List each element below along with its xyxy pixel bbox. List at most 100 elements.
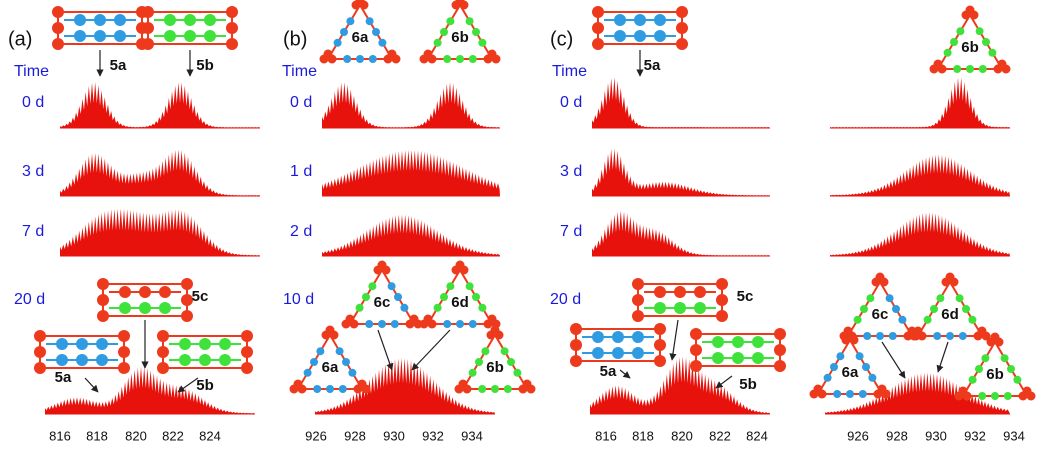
dot [888, 332, 897, 340]
cap [118, 330, 130, 342]
dot [465, 282, 474, 291]
x-tick-label: 822 [162, 428, 184, 443]
dot [930, 305, 938, 313]
dot [472, 293, 480, 301]
dot [1007, 365, 1015, 373]
ring [96, 338, 108, 350]
dot [394, 293, 402, 301]
ring [654, 14, 666, 26]
cap [52, 38, 64, 50]
cap [423, 314, 433, 324]
dot [456, 320, 464, 328]
ring [694, 286, 706, 298]
spectrum [60, 208, 260, 256]
ring [634, 30, 646, 42]
cap [52, 6, 64, 18]
molecule-label: 6c [374, 294, 391, 311]
cap [118, 346, 130, 358]
molecule-triangle [289, 325, 371, 394]
dot [823, 373, 832, 382]
molecule-dimer [34, 330, 130, 374]
molecule-dimer [592, 6, 688, 50]
ring [119, 286, 131, 298]
cap [654, 339, 666, 351]
ring [74, 14, 86, 26]
dot [368, 282, 377, 291]
dot [933, 332, 942, 340]
ring [732, 336, 744, 348]
cap [690, 328, 702, 340]
dot [876, 332, 884, 340]
cap [716, 278, 728, 290]
molecule-label: 5b [739, 376, 757, 393]
ring [94, 14, 106, 26]
cap [226, 6, 238, 18]
molecule-triangle [419, 0, 501, 64]
molecule-dimer [570, 323, 666, 367]
cap [716, 310, 728, 322]
dot [342, 358, 350, 366]
cap [945, 272, 955, 282]
molecule-label: 5a [55, 369, 72, 386]
cap [774, 360, 786, 372]
cap [632, 310, 644, 322]
dot [953, 65, 962, 73]
dot [936, 294, 945, 303]
dot [340, 28, 348, 36]
cap [716, 294, 728, 306]
spectrum [45, 366, 255, 414]
dot [981, 354, 990, 363]
ring [76, 338, 88, 350]
dot [372, 28, 380, 36]
time-label: 3 d [560, 163, 582, 180]
x-tick-label: 824 [746, 428, 768, 443]
molecule-label: 5a [600, 363, 617, 380]
cap [990, 332, 1000, 342]
dot [830, 363, 838, 371]
dot [433, 38, 442, 47]
x-tick-label: 824 [199, 428, 221, 443]
dot [338, 385, 347, 393]
cap [813, 384, 823, 394]
dot [946, 332, 954, 340]
panel-label: (b) [283, 28, 307, 50]
cap [118, 362, 130, 374]
time-label: 10 d [283, 291, 314, 308]
cap [325, 325, 335, 335]
spectrum [592, 148, 770, 196]
cap [241, 346, 253, 358]
ring [732, 352, 744, 364]
ring [164, 30, 176, 42]
ring [654, 286, 666, 298]
arrow [619, 369, 631, 379]
dot [968, 315, 977, 324]
molecule-label: 6b [986, 366, 1004, 383]
dot [898, 315, 907, 324]
dot [378, 320, 386, 328]
cap [522, 379, 532, 389]
cap [877, 384, 887, 394]
dot [335, 347, 344, 356]
dot [343, 55, 352, 63]
dot [310, 358, 318, 366]
x-tick-label: 928 [344, 428, 366, 443]
ring [612, 347, 624, 359]
ring [139, 302, 151, 314]
dot [923, 315, 932, 324]
dot [988, 48, 997, 57]
cap [654, 323, 666, 335]
cap [409, 314, 419, 324]
cap [157, 362, 169, 374]
cap [52, 22, 64, 34]
cap [142, 22, 154, 34]
time-label: 2 d [290, 223, 312, 240]
arrow [715, 375, 733, 389]
dot [356, 55, 364, 63]
dot [950, 38, 958, 46]
spectrum [830, 154, 1010, 196]
cap [875, 272, 885, 282]
ring [94, 30, 106, 42]
cap [458, 379, 468, 389]
ring [592, 331, 604, 343]
cap [1022, 386, 1032, 396]
